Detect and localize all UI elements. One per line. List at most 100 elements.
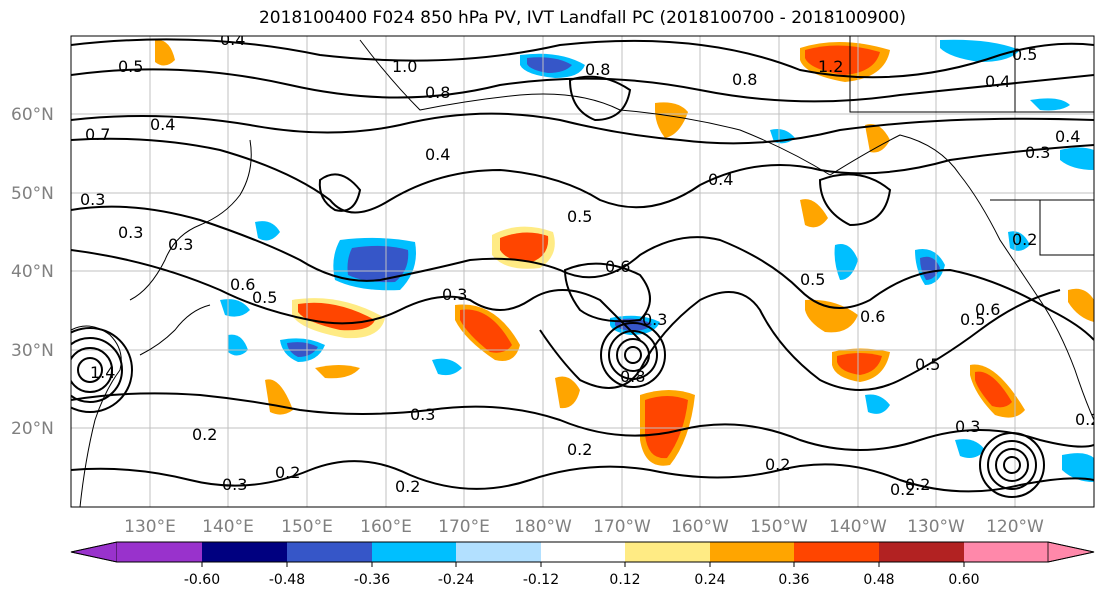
shade-warm-blob — [645, 396, 688, 459]
shade-warm-blob — [1068, 288, 1094, 322]
lon-label: 140°W — [829, 517, 887, 537]
contour-label: 0.2 — [905, 475, 930, 494]
shade-cool-blob — [940, 39, 1020, 62]
map-title: 2018100400 F024 850 hPa PV, IVT Landfall… — [258, 8, 906, 28]
contour-label: 0.8 — [620, 367, 645, 386]
contour-label: 0.2 — [765, 455, 790, 474]
contour-label: 0.3 — [442, 285, 467, 304]
lon-label: 170°E — [438, 517, 490, 537]
contour-label: 0.5 — [800, 270, 825, 289]
contour-label: 0.2 — [275, 463, 300, 482]
contour-label: 0.6 — [230, 275, 255, 294]
contour-label: 0.8 — [732, 70, 757, 89]
shade-cool-blob — [955, 439, 985, 458]
shade-cool-blob — [920, 256, 940, 280]
contour-label: 0.8 — [585, 60, 610, 79]
shade-warm-blob — [805, 45, 880, 75]
contour-label: 0.2 — [395, 477, 420, 496]
shade-warm-blob — [800, 199, 828, 228]
lon-label: 120°W — [986, 517, 1044, 537]
contour-label: 0.5 — [960, 310, 985, 329]
shade-cool-blob — [1060, 147, 1094, 170]
shade-cool-blob — [1008, 231, 1030, 251]
colorbar-segment — [964, 542, 1048, 562]
contour-label: 0.4 — [220, 30, 245, 49]
contour-label: 1.0 — [392, 57, 417, 76]
longitude-labels: 130°E 140°E 150°E 160°E 170°E 180°W 170°… — [124, 517, 1044, 537]
colorbar-tick-label: -0.48 — [269, 572, 305, 588]
contour-label: 0.3 — [168, 235, 193, 254]
lon-label: 150°E — [281, 517, 333, 537]
shade-warm-blob — [975, 371, 1012, 408]
shade-cool-blob — [1062, 453, 1094, 482]
lon-label: 160°W — [671, 517, 729, 537]
colorbar-segment — [372, 542, 456, 562]
contour-label: 0.5 — [118, 57, 143, 76]
colorbar-segment — [117, 542, 202, 562]
shade-warm-blob — [460, 309, 512, 353]
shade-warm-blob — [155, 39, 175, 66]
contour-label: 1.2 — [818, 57, 843, 76]
shade-warm-blob — [500, 232, 549, 262]
map-frame — [70, 35, 1095, 508]
lon-label: 180°W — [514, 517, 572, 537]
shade-cool-blob — [432, 358, 462, 376]
colorbar-tick-label: 0.24 — [694, 572, 725, 588]
contour-label: 0.6 — [860, 307, 885, 326]
pv-contours — [71, 38, 1094, 498]
shade-warm-blob — [315, 365, 360, 379]
contour-label: 0.2 — [1075, 410, 1100, 429]
colorbar-tick-label: 0.48 — [863, 572, 894, 588]
lon-label: 160°E — [360, 517, 412, 537]
shade-cool-blob — [1030, 98, 1070, 111]
contour-label: 0.3 — [1025, 143, 1050, 162]
lon-label: 140°E — [202, 517, 254, 537]
contour-label: 0.6 — [975, 300, 1000, 319]
colorbar-segment — [625, 542, 710, 562]
colorbar-segment — [202, 542, 287, 562]
colorbar-tick-label: -0.36 — [354, 572, 390, 588]
shading-layer — [155, 39, 1094, 482]
contour-label: 0.2 — [890, 480, 915, 499]
contour-label: 0.4 — [708, 170, 733, 189]
colorbar-segment — [541, 542, 625, 562]
contour-label: 0.6 — [605, 257, 630, 276]
lat-label: 60°N — [11, 105, 54, 125]
colorbar-segment — [1047, 541, 1095, 563]
shade-warm-blob — [837, 353, 882, 375]
contour-label: 0.5 — [567, 207, 592, 226]
coastlines — [71, 36, 1094, 507]
colorbar-segment — [70, 541, 118, 563]
colorbar-tick-label: -0.24 — [438, 572, 474, 588]
colorbar-tick-label: 0.12 — [609, 572, 640, 588]
lat-label: 20°N — [11, 419, 54, 439]
shade-warm-blob — [865, 124, 890, 153]
lat-label: 40°N — [11, 262, 54, 282]
colorbar-outline — [70, 541, 1095, 563]
contour-label: 0.3 — [222, 475, 247, 494]
colorbar-segment — [456, 542, 541, 562]
colorbar-tick-label: -0.12 — [523, 572, 559, 588]
lon-label: 130°W — [907, 517, 965, 537]
contour-label: 0.8 — [425, 83, 450, 102]
shade-cool-blob — [255, 221, 280, 241]
shade-warm-blob — [655, 102, 688, 138]
colorbar: -0.60 -0.48 -0.36 -0.24 -0.12 0.12 0.24 … — [70, 541, 1095, 588]
colorbar-tick-label: 0.60 — [948, 572, 979, 588]
shade-warm-blob — [555, 376, 580, 409]
contour-label: 0.5 — [252, 288, 277, 307]
shade-cool-blob — [527, 57, 572, 73]
contour-label: 0.3 — [118, 223, 143, 242]
contour-label: 0.4 — [1055, 127, 1080, 146]
contour-label: 0.3 — [80, 190, 105, 209]
contour-label: 0.3 — [410, 405, 435, 424]
contour-label: 0.5 — [915, 355, 940, 374]
colorbar-segment — [287, 542, 372, 562]
colorbar-segment — [794, 542, 879, 562]
colorbar-segment — [879, 542, 964, 562]
lat-label: 50°N — [11, 184, 54, 204]
contour-label: 1.4 — [90, 363, 115, 382]
contour-label: 0.2 — [1012, 230, 1037, 249]
colorbar-segment — [710, 542, 794, 562]
